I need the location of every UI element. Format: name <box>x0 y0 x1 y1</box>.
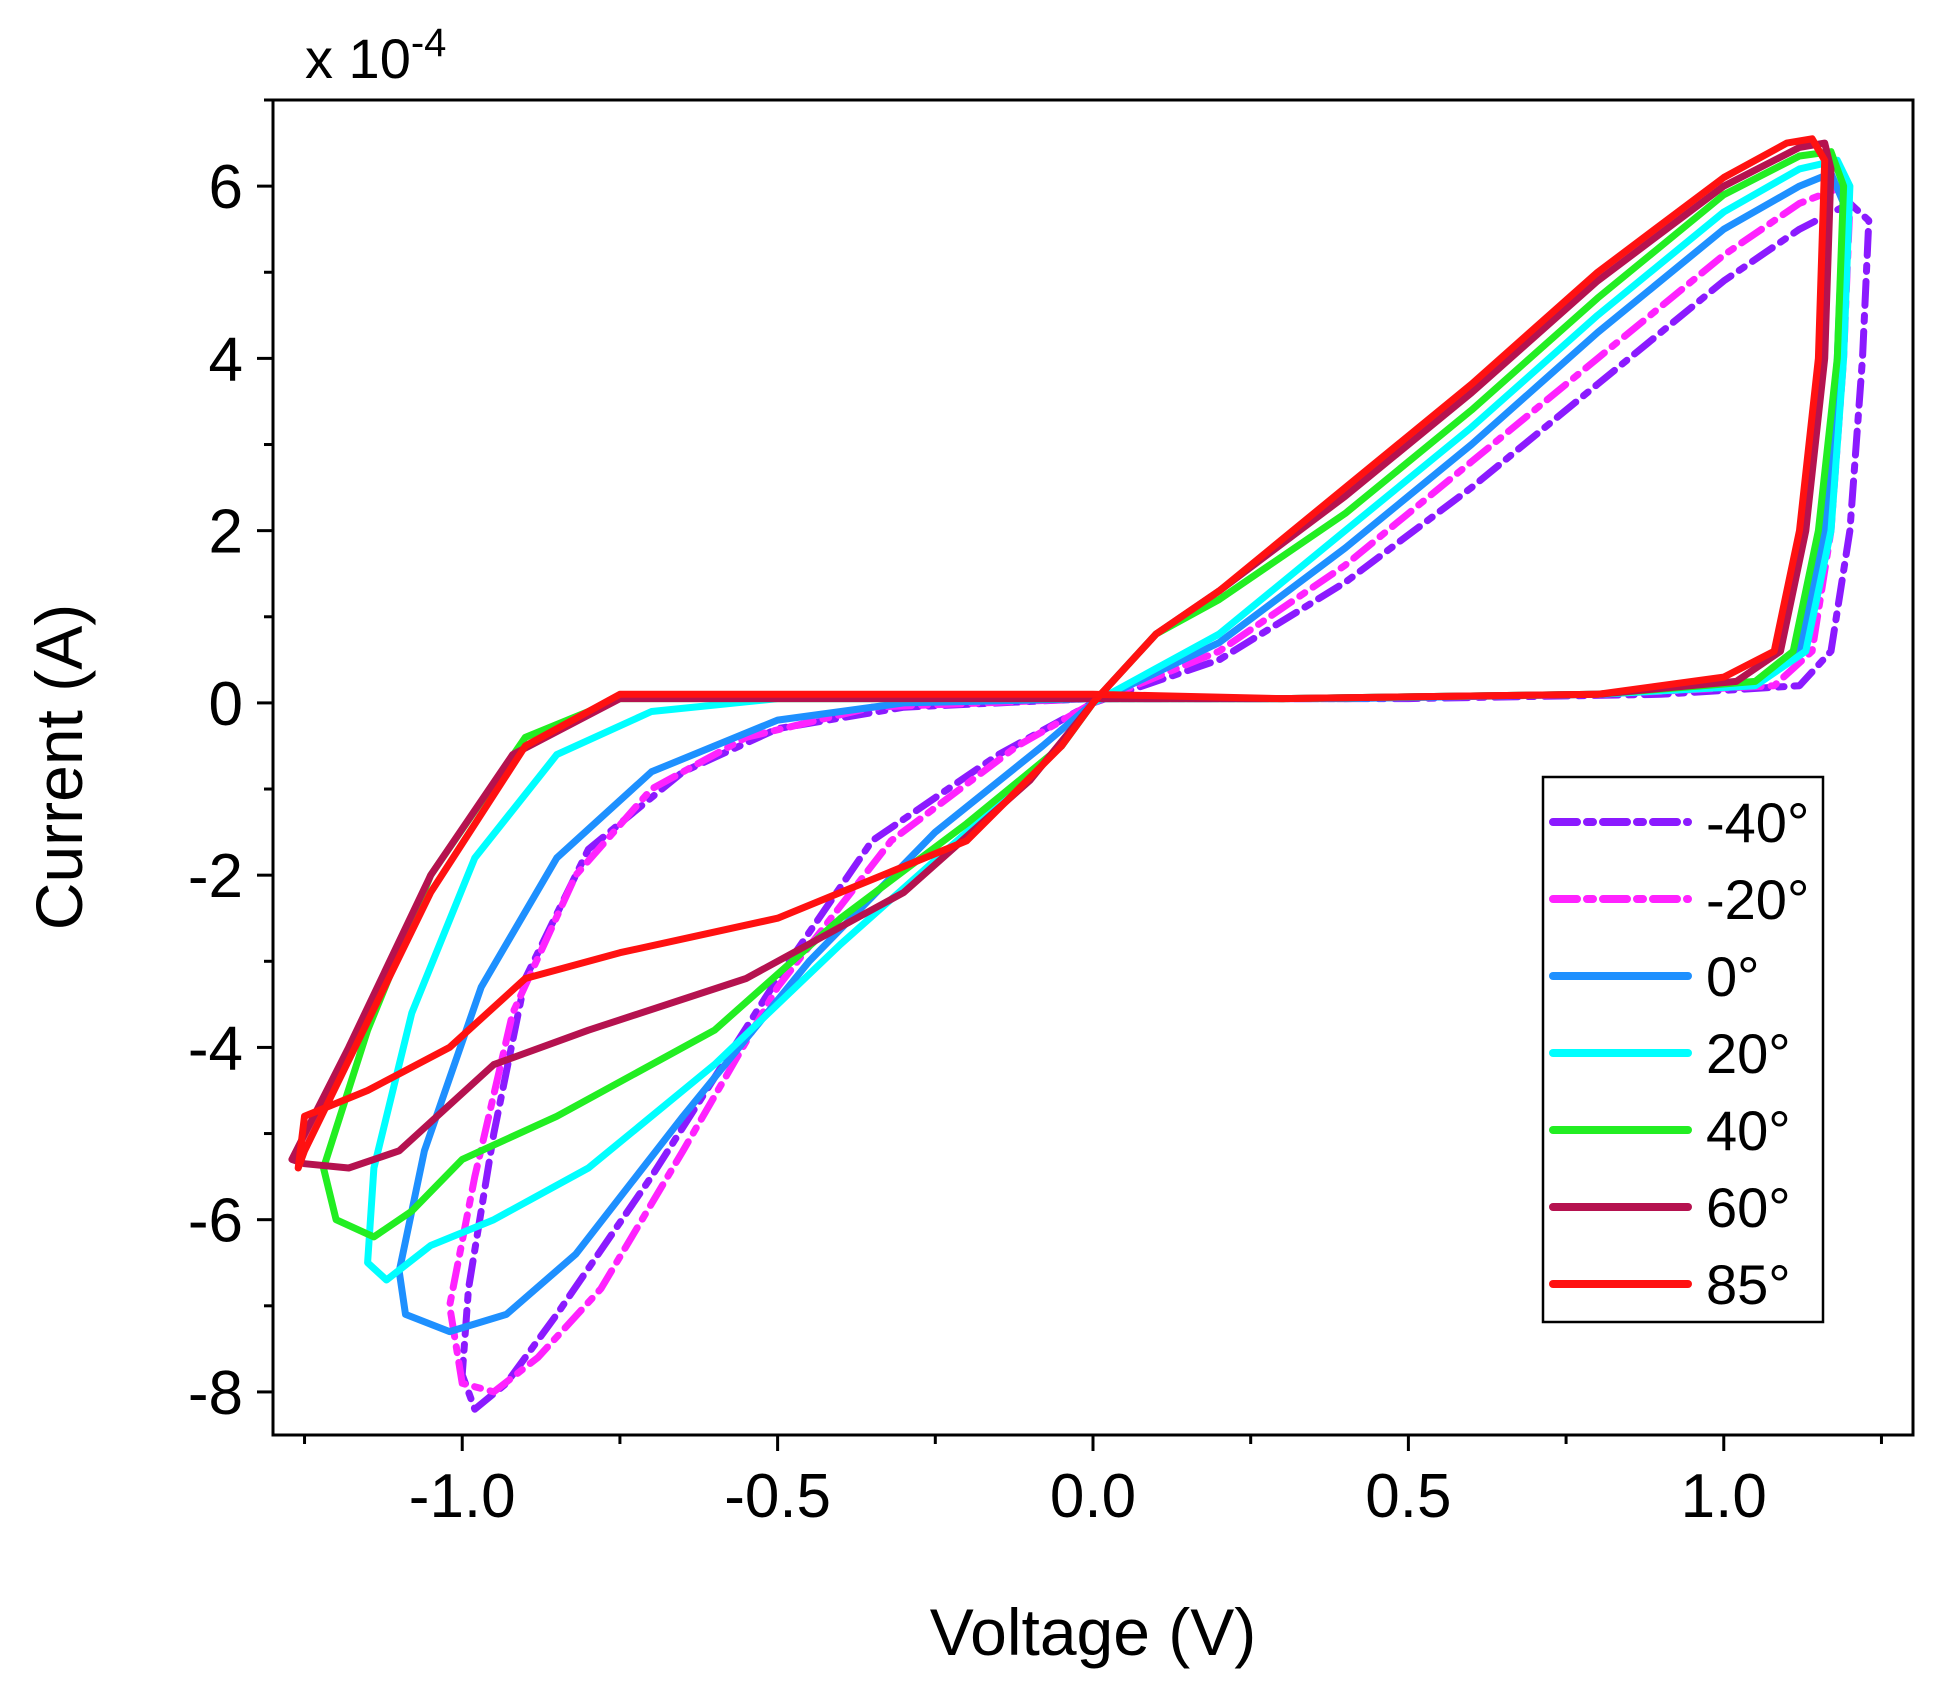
y-axis: -8 -6 -4 -2 0 2 4 6 <box>188 98 273 1428</box>
y-tick-label: 6 <box>209 153 243 222</box>
y-tick-label: 0 <box>209 670 243 739</box>
legend-label-1: -20° <box>1706 868 1809 931</box>
y-tick-label: -4 <box>188 1014 243 1083</box>
x-axis-title: Voltage (V) <box>930 1595 1257 1669</box>
y-multiplier-exponent: -4 <box>411 21 447 65</box>
series-line-6 <box>294 135 1829 1172</box>
legend-label-6: 85° <box>1706 1253 1791 1316</box>
legend: -40° -20° 0° 20° 40° 60° 85° <box>1541 775 1825 1324</box>
series-layer <box>288 135 1873 1413</box>
x-axis: -1.0 -0.5 0.0 0.5 1.0 <box>303 1435 1883 1531</box>
legend-label-3: 20° <box>1706 1022 1791 1085</box>
y-tick-label: 2 <box>209 498 243 567</box>
x-tick-label: 1.0 <box>1681 1462 1767 1531</box>
x-tick-label: 0.5 <box>1365 1462 1451 1531</box>
x-tick-label: 0.0 <box>1050 1462 1136 1531</box>
y-tick-label: 4 <box>209 325 243 394</box>
y-tick-label: -6 <box>188 1187 243 1256</box>
legend-label-0: -40° <box>1706 791 1809 854</box>
x-tick-label: -1.0 <box>409 1462 516 1531</box>
y-tick-label: -2 <box>188 842 243 911</box>
x-tick-label: -0.5 <box>724 1462 831 1531</box>
y-axis-title: Current (A) <box>22 604 96 930</box>
y-multiplier-prefix: x 10 <box>305 27 411 90</box>
y-tick-label: -8 <box>188 1359 243 1428</box>
legend-label-5: 60° <box>1706 1176 1791 1239</box>
y-multiplier: x 10-4 <box>305 21 446 90</box>
legend-label-4: 40° <box>1706 1099 1791 1162</box>
series-line-1 <box>446 182 1854 1396</box>
legend-label-2: 0° <box>1706 945 1760 1008</box>
